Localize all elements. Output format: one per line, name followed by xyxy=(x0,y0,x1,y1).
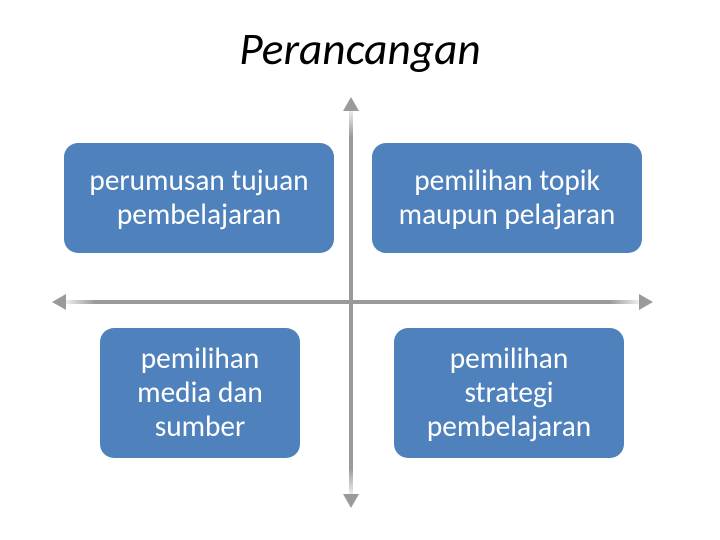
quadrant-node-label: pemilihan media dan sumber xyxy=(110,342,290,443)
quadrant-node-bottom-right: pemilihan strategi pembelajaran xyxy=(394,328,624,458)
quadrant-node-top-right: pemilihan topik maupun pelajaran xyxy=(372,143,642,253)
quadrant-node-label: pemilihan strategi pembelajaran xyxy=(404,342,614,443)
quadrant-node-bottom-left: pemilihan media dan sumber xyxy=(100,328,300,458)
quadrant-node-top-left: perumusan tujuan pembelajaran xyxy=(64,143,334,253)
quadrant-node-label: perumusan tujuan pembelajaran xyxy=(74,164,324,231)
page-title: Perancangan xyxy=(0,22,720,77)
quadrant-node-label: pemilihan topik maupun pelajaran xyxy=(382,164,632,231)
diagram-root: Perancangan perumusan tujuan pembelajara… xyxy=(0,0,720,540)
horizontal-axis-arrow xyxy=(60,300,645,304)
